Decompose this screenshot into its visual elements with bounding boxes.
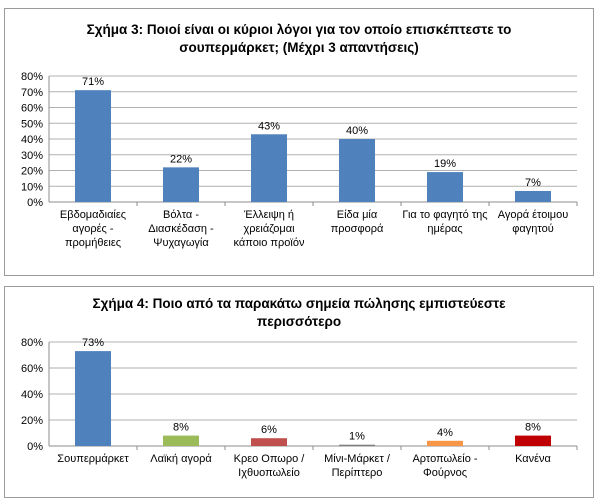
data-label: 8% <box>525 422 541 434</box>
y-tick-label: 60% <box>21 103 43 115</box>
category-label: Είδα μία <box>337 209 378 221</box>
chart-title-line-1: Σχήμα 3: Ποιοί είναι οι κύριοι λόγοι για… <box>86 22 512 37</box>
y-tick-label: 50% <box>21 118 43 130</box>
y-tick-label: 60% <box>21 363 43 375</box>
data-label: 4% <box>437 427 453 439</box>
category-label: Λαϊκή αγορά <box>150 453 212 465</box>
category-label: Κρεο Οπωρο / <box>234 453 306 465</box>
category-label: Διασκέδαση - <box>148 223 214 235</box>
y-tick-label: 20% <box>21 166 43 178</box>
y-tick-label: 40% <box>21 134 43 146</box>
y-tick-label: 70% <box>21 87 43 99</box>
category-label: Μίνι-Μάρκετ / <box>324 453 391 465</box>
data-label: 71% <box>82 76 104 88</box>
category-label: προσφορά <box>331 223 384 235</box>
y-tick-label: 0% <box>27 441 43 453</box>
category-label: προμήθειες <box>65 237 121 249</box>
data-label: 19% <box>434 158 456 170</box>
y-tick-label: 30% <box>21 150 43 162</box>
data-label: 43% <box>258 120 280 132</box>
bar <box>163 167 199 202</box>
bar <box>427 172 463 202</box>
bar <box>75 351 111 446</box>
category-label: ημέρας <box>427 223 462 235</box>
data-label: 73% <box>82 337 104 349</box>
bar <box>339 444 375 446</box>
bar <box>251 438 287 446</box>
category-label: Έλλειψη ή <box>243 209 294 221</box>
chart-panel-4: Σχήμα 4: Ποιο από τα παρακάτω σημεία πώλ… <box>4 286 594 498</box>
category-label: χρειάζομαι <box>243 223 295 235</box>
data-label: 8% <box>173 422 189 434</box>
chart-title-line-1: Σχήμα 4: Ποιο από τα παρακάτω σημεία πώλ… <box>92 296 506 311</box>
category-label: Ψυχαγωγία <box>153 237 209 249</box>
chart-title: Σχήμα 4: Ποιο από τα παρακάτω σημεία πώλ… <box>65 295 533 331</box>
y-tick-label: 20% <box>21 415 43 427</box>
data-label: 22% <box>170 153 192 165</box>
data-label: 40% <box>346 125 368 137</box>
category-label: Φούρνος <box>423 467 467 479</box>
category-label: φαγητού <box>512 223 553 235</box>
bar <box>515 435 551 446</box>
y-tick-label: 80% <box>21 71 43 83</box>
category-label: Ιχθυοπωλείο <box>238 467 300 479</box>
data-label: 6% <box>261 424 277 436</box>
bar <box>75 90 111 202</box>
category-label: Για το φαγητό της <box>402 209 487 221</box>
bar-chart: 0% 20% 40% 60% 80% 73% Σουπερμάρκετ 8% Λαϊκή αγο… <box>21 337 578 479</box>
category-label: Σουπερμάρκετ <box>57 453 129 465</box>
category-label: Αγορά έτοιμου <box>498 209 569 221</box>
data-label: 7% <box>525 177 541 189</box>
y-tick-label: 80% <box>21 337 43 349</box>
category-label: Περίπτερο <box>332 467 383 479</box>
chart-title-line-2: περισσότερο <box>256 314 342 329</box>
category-label: Κανένα <box>515 453 551 465</box>
chart-panel-3: Σχήμα 3: Ποιοί είναι οι κύριοι λόγοι για… <box>4 8 594 276</box>
category-label: αγορές - <box>72 223 113 235</box>
chart-title-line-2: σουπερμάρκετ; (Μέχρι 3 απαντήσεις) <box>179 40 419 55</box>
bar <box>339 139 375 202</box>
category-label: Βόλτα - <box>163 209 199 221</box>
category-label: κάποιο προϊόν <box>234 237 305 249</box>
chart-title: Σχήμα 3: Ποιοί είναι οι κύριοι λόγοι για… <box>65 21 533 57</box>
y-tick-label: 10% <box>21 181 43 193</box>
bar-chart: 0% 10% 20% 30% 40% 50% 60% 70% 80% 71% Εβδομαδιαίε… <box>21 71 578 249</box>
bar <box>515 190 551 202</box>
bar <box>163 435 199 446</box>
y-tick-label: 0% <box>27 197 43 209</box>
category-label: Αρτοπωλείο - <box>412 453 477 465</box>
category-label: Εβδομαδιαίες <box>60 209 126 221</box>
bar <box>251 134 287 202</box>
y-tick-label: 40% <box>21 389 43 401</box>
bar <box>427 440 463 446</box>
data-label: 1% <box>349 431 365 443</box>
